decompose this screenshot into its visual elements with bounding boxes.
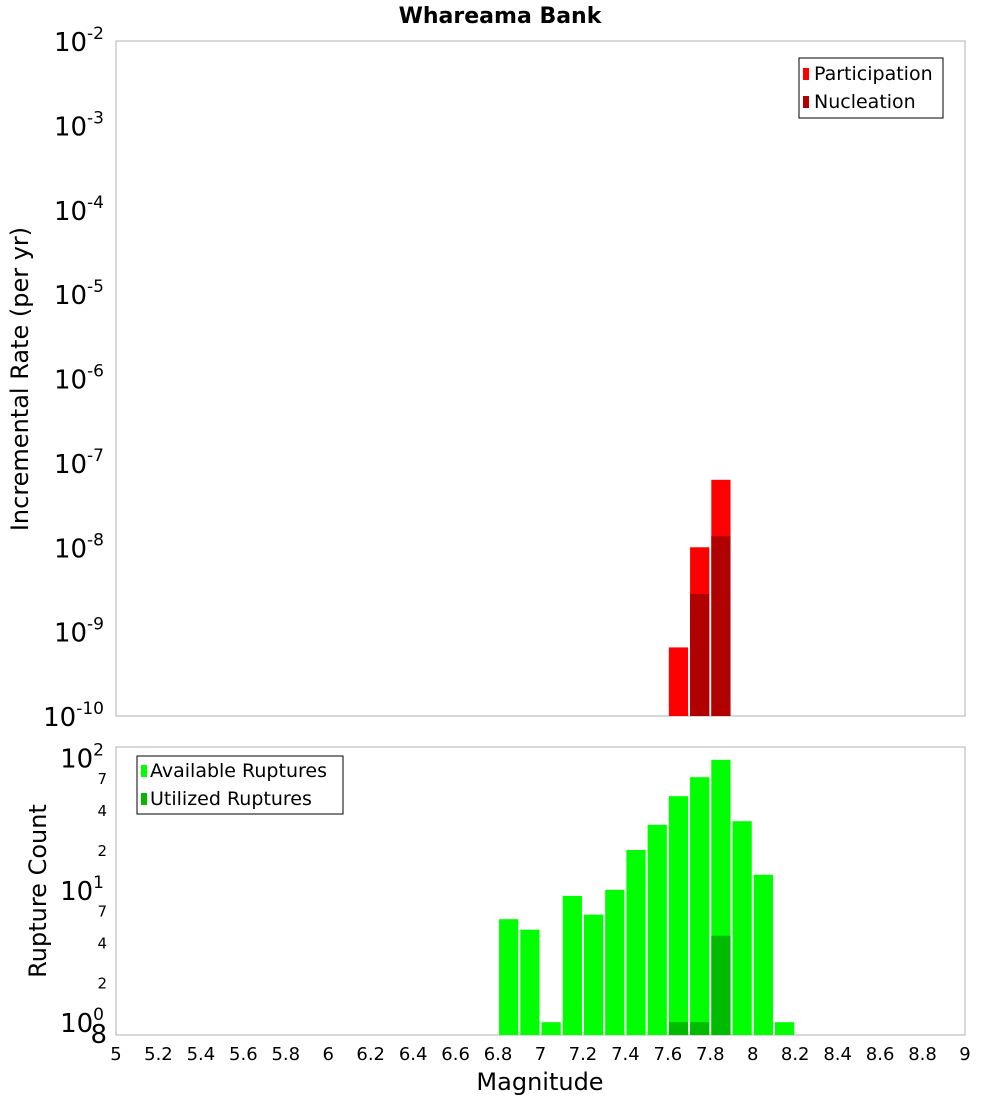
x-tick-label: 6.6 bbox=[441, 1044, 470, 1065]
bottom-bar bbox=[690, 1022, 710, 1035]
top-bars bbox=[668, 479, 731, 716]
bottom-y-tick-label: 102 bbox=[60, 740, 104, 774]
x-ticks: 5 5.2 5.4 5.6 5.8 6 6.2 6.4 6.6 6.8 7 7.2 7.4 7.6 7.8 8… bbox=[110, 1044, 970, 1065]
x-tick-label: 5.8 bbox=[271, 1044, 300, 1065]
top-plot-area bbox=[115, 40, 966, 717]
x-tick-label: 6.2 bbox=[356, 1044, 385, 1065]
top-y-tick-label: 10-6 bbox=[54, 362, 104, 396]
bottom-bar bbox=[583, 914, 604, 1035]
legend-label-available: Available Ruptures bbox=[150, 760, 327, 782]
top-legend-box bbox=[798, 57, 944, 119]
bottom-bar bbox=[541, 1022, 561, 1035]
bottom-legend-box bbox=[136, 755, 344, 815]
x-tick-label: 5.2 bbox=[144, 1044, 173, 1065]
x-tick-label: 7.8 bbox=[696, 1044, 725, 1065]
top-y-tick-label: 10-2 bbox=[54, 24, 104, 58]
top-legend: Participation Nucleation bbox=[798, 57, 944, 119]
bottom-bar bbox=[774, 1022, 795, 1035]
x-tick-label: 5 bbox=[110, 1044, 121, 1065]
bottom-bar bbox=[520, 929, 540, 1035]
bottom-bar bbox=[647, 824, 667, 1035]
bottom-bar bbox=[626, 849, 646, 1035]
bottom-y-minor-tick-label: 4 bbox=[97, 802, 107, 820]
top-y-tick-label: 10-5 bbox=[54, 277, 104, 311]
bottom-bar bbox=[711, 935, 731, 1035]
top-y-tick-label: 10-9 bbox=[54, 615, 104, 649]
bottom-bar bbox=[753, 874, 773, 1035]
bottom-bars bbox=[499, 759, 795, 1035]
bottom-y-ticks: 100 101 102 8 2 4 7 2 4 7 bbox=[60, 740, 107, 1050]
x-tick-label: 7.4 bbox=[611, 1044, 640, 1065]
bottom-y-axis-label: Rupture Count bbox=[24, 804, 52, 978]
bottom-bar bbox=[499, 919, 519, 1035]
x-tick-label: 8.8 bbox=[908, 1044, 937, 1065]
x-tick-label: 8 bbox=[747, 1044, 758, 1065]
top-y-axis-label: Incremental Rate (per yr) bbox=[6, 227, 34, 531]
bottom-bar bbox=[668, 796, 689, 1035]
legend-swatch-utilized bbox=[141, 793, 147, 805]
bottom-bar bbox=[605, 889, 625, 1035]
top-y-tick-label: 10-8 bbox=[54, 530, 104, 564]
legend-swatch-participation bbox=[803, 68, 809, 80]
bottom-y-minor-tick-label: 7 bbox=[97, 770, 107, 788]
bottom-bar bbox=[668, 1022, 689, 1035]
legend-label-utilized: Utilized Ruptures bbox=[150, 788, 312, 810]
x-tick-label: 7.6 bbox=[654, 1044, 683, 1065]
x-axis-label: Magnitude bbox=[476, 1068, 603, 1096]
top-y-tick-label: 10-3 bbox=[54, 108, 104, 142]
bottom-y-minor-tick-label: 8 bbox=[90, 1020, 107, 1050]
bottom-y-minor-tick-label: 4 bbox=[97, 934, 107, 952]
bottom-bar bbox=[732, 821, 752, 1035]
x-tick-label: 5.4 bbox=[187, 1044, 216, 1065]
legend-swatch-nucleation bbox=[803, 96, 809, 108]
top-y-tick-label: 10-4 bbox=[54, 193, 104, 227]
bottom-y-minor-tick-label: 2 bbox=[97, 974, 107, 992]
x-tick-label: 6.4 bbox=[399, 1044, 428, 1065]
x-tick-label: 5.6 bbox=[229, 1044, 258, 1065]
chart-title: Whareama Bank bbox=[399, 4, 603, 29]
top-y-ticks: 10-10 10-9 10-8 10-7 10-6 10-5 10-4 10-3 10-2 bbox=[43, 24, 104, 733]
x-tick-label: 9 bbox=[959, 1044, 970, 1065]
top-y-tick-label: 10-10 bbox=[43, 699, 104, 733]
x-tick-label: 7.2 bbox=[569, 1044, 598, 1065]
x-tick-label: 6.8 bbox=[484, 1044, 513, 1065]
x-tick-label: 8.6 bbox=[866, 1044, 895, 1065]
x-tick-label: 7 bbox=[535, 1044, 546, 1065]
top-bar bbox=[668, 647, 689, 716]
x-tick-label: 8.4 bbox=[823, 1044, 852, 1065]
legend-swatch-available bbox=[141, 765, 147, 777]
bottom-y-tick-label: 101 bbox=[60, 873, 104, 907]
x-tick-label: 8.2 bbox=[781, 1044, 810, 1065]
top-bar bbox=[711, 536, 731, 716]
bottom-y-minor-tick-label: 2 bbox=[97, 842, 107, 860]
bottom-bar bbox=[690, 777, 710, 1035]
top-bar bbox=[690, 593, 710, 716]
bottom-y-minor-tick-label: 7 bbox=[97, 902, 107, 920]
bottom-y-tick-label: 100 bbox=[60, 1005, 104, 1039]
top-y-tick-label: 10-7 bbox=[54, 446, 104, 480]
x-tick-label: 6 bbox=[323, 1044, 334, 1065]
legend-label-participation: Participation bbox=[814, 63, 933, 85]
legend-label-nucleation: Nucleation bbox=[814, 91, 916, 113]
bottom-legend: Available Ruptures Utilized Ruptures bbox=[136, 755, 344, 815]
bottom-bar bbox=[562, 895, 582, 1035]
